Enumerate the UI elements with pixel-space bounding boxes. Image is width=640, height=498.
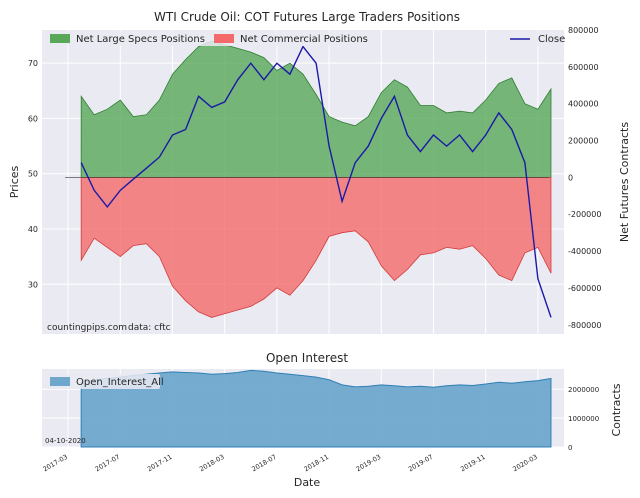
close-legend: Close (505, 31, 565, 46)
open-interest-title: Open Interest (266, 351, 348, 365)
open-interest-area (80, 369, 552, 448)
legend-swatch-commercial (214, 34, 234, 43)
open-interest-axis-label: Contracts (610, 383, 623, 436)
right-tick-label: -400000 (568, 247, 601, 256)
legend-label-commercial: Net Commercial Positions (240, 34, 368, 45)
open-interest-fill (80, 369, 552, 448)
right-tick-label: 600000 (568, 63, 599, 72)
date-tick-label: 2020-03 (511, 453, 539, 474)
legend-label-specs: Net Large Specs Positions (76, 34, 205, 45)
date-tick-label: 2019-03 (355, 453, 383, 474)
right-tick-label: -200000 (568, 210, 601, 219)
net-commercial-area (80, 176, 552, 318)
right-tick-label: -600000 (568, 284, 601, 293)
oi-tick-label: 0 (568, 444, 572, 452)
open-interest-legend: Open_Interest_All (46, 374, 164, 389)
main-chart-title: WTI Crude Oil: COT Futures Large Traders… (154, 10, 460, 24)
left-tick-label: 70 (28, 59, 38, 68)
legend-swatch-open-interest (50, 377, 70, 386)
date-tick-label: 2018-07 (250, 453, 278, 474)
source-annotation-data: data: cftc (128, 323, 171, 333)
left-tick-label: 40 (28, 225, 38, 234)
left-tick-label: 60 (28, 114, 38, 123)
legend-label-close: Close (538, 34, 565, 45)
date-tick-label: 2019-07 (407, 453, 435, 474)
report-date-annotation: 04-10-2020 (45, 437, 86, 445)
legend-label-open-interest: Open_Interest_All (76, 377, 164, 388)
date-tick-label: 2018-11 (303, 453, 331, 474)
left-tick-label: 50 (28, 170, 38, 179)
left-axis-label: Prices (8, 165, 21, 198)
oi-tick-label: 2000000 (568, 386, 599, 394)
date-tick-label: 2019-11 (459, 453, 487, 474)
legend-swatch-specs (50, 34, 70, 43)
right-axis-label: Net Futures Contracts (618, 122, 631, 242)
date-tick-label: 2017-11 (146, 453, 174, 474)
specs-commercial-legend: Net Large Specs Positions Net Commercial… (46, 31, 368, 46)
right-tick-label: 800000 (568, 26, 599, 35)
date-tick-label: 2017-03 (42, 453, 70, 474)
right-tick-label: 200000 (568, 137, 599, 146)
right-contracts-axis-ticks: -800000 -600000 -400000 -200000 0 200000 40000… (568, 26, 601, 330)
main-plot-areas (65, 40, 552, 318)
date-tick-label: 2018-03 (198, 453, 226, 474)
date-axis-label: Date (294, 476, 321, 489)
right-tick-label: 400000 (568, 100, 599, 109)
right-tick-label: -800000 (568, 321, 601, 330)
oi-tick-label: 1000000 (568, 415, 599, 423)
date-axis-ticks: 2017-03 2017-07 2017-11 2018-03 2018-07 2018-… (42, 453, 539, 474)
left-tick-label: 30 (28, 280, 38, 289)
open-interest-axis-ticks: 0 1000000 2000000 (568, 386, 599, 452)
main-plot-lines (80, 45, 552, 318)
source-annotation-site: countingpips.com (47, 323, 127, 333)
right-tick-label: 0 (568, 173, 573, 182)
left-price-axis-ticks: 30 40 50 60 70 (28, 59, 38, 289)
date-tick-label: 2017-07 (94, 453, 122, 474)
